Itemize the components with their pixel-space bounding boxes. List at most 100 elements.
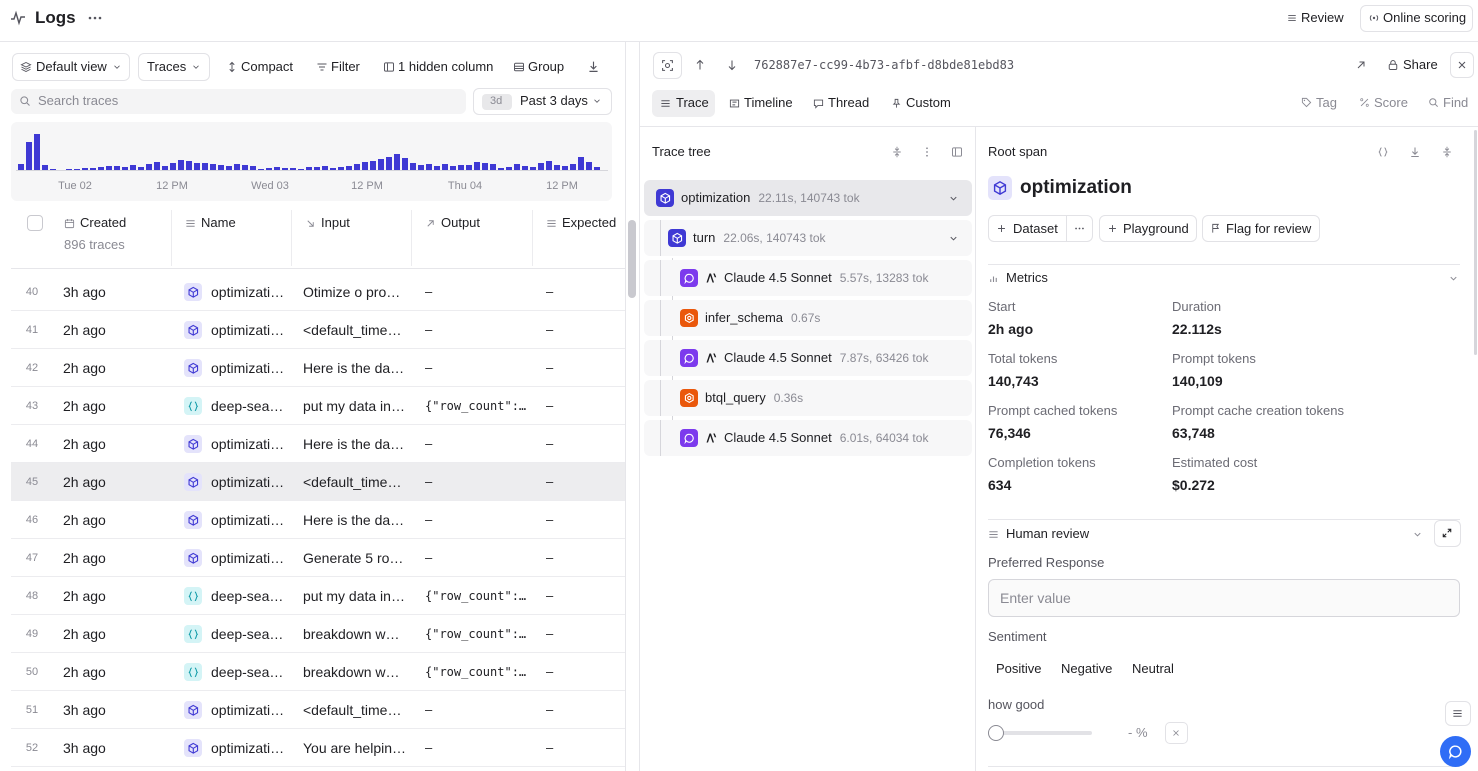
trace-border [640, 126, 1478, 127]
share-icon [1387, 59, 1399, 71]
review-chev[interactable] [1412, 529, 1423, 540]
tree-guide-tick [660, 260, 661, 296]
next-icon[interactable] [726, 59, 738, 71]
histogram-bar [194, 163, 200, 170]
prev-icon[interactable] [694, 59, 706, 71]
review-expand-icon [1441, 527, 1453, 539]
column-icon [305, 218, 316, 229]
row-expected: – [546, 435, 553, 453]
column-header[interactable]: Name [201, 214, 236, 232]
tree-collapse[interactable] [891, 146, 903, 158]
view-select[interactable]: Default view [36, 58, 107, 76]
tree-node-icon [683, 392, 696, 405]
tree-node-icon [683, 432, 696, 445]
trace-tab[interactable]: Timeline [744, 94, 793, 112]
search-input[interactable]: Search traces [38, 92, 118, 110]
download-icon[interactable] [587, 60, 600, 73]
row-name: optimizati… [211, 739, 284, 757]
scroll-thumb[interactable] [628, 220, 636, 298]
row-output: – [425, 701, 432, 719]
tree-node-meta: 0.67s [791, 309, 820, 327]
bottom-border [988, 766, 1460, 767]
tree-panel[interactable] [951, 146, 963, 158]
tree-more[interactable] [921, 146, 933, 158]
row-name: deep-sea… [211, 625, 283, 643]
histogram-bar [26, 142, 32, 170]
trace-tool[interactable]: Find [1443, 94, 1468, 112]
sentiment-option[interactable]: Positive [996, 660, 1042, 678]
more-icon[interactable] [87, 10, 103, 26]
tree-node-meta: 0.36s [774, 389, 803, 407]
histogram-label: 12 PM [337, 177, 397, 195]
select-all[interactable] [27, 215, 43, 231]
table-header-border [11, 268, 625, 269]
playground-button[interactable]: Playground [1123, 220, 1189, 238]
row-expected: – [546, 359, 553, 377]
open-icon[interactable] [1355, 59, 1367, 71]
metric-label: Total tokens [988, 350, 1057, 368]
review-title[interactable]: Human review [1006, 525, 1089, 543]
sentiment-option[interactable]: Negative [1061, 660, 1112, 678]
histogram-bar [378, 159, 384, 170]
trace-count: 896 traces [64, 236, 125, 254]
row-index: 46 [20, 511, 44, 529]
trace-tab[interactable]: Thread [828, 94, 869, 112]
histogram-bar [474, 162, 480, 170]
row-created: 2h ago [63, 473, 106, 491]
trace-tab[interactable]: Trace [676, 94, 709, 112]
toolbar-button[interactable]: 1 hidden column [398, 58, 493, 76]
toolbar-button[interactable]: Filter [331, 58, 360, 76]
dataset-button[interactable]: Dataset [1013, 220, 1058, 238]
column-header[interactable]: Input [321, 214, 350, 232]
dataset-more[interactable] [1074, 223, 1085, 234]
row-expected: – [546, 701, 553, 719]
row-type-icon [187, 666, 200, 679]
flag-icon [1210, 223, 1221, 234]
slider-track[interactable] [992, 731, 1092, 735]
mode-select[interactable]: Traces [147, 58, 186, 76]
metrics-chev[interactable] [1448, 273, 1459, 284]
metrics-border [988, 264, 1460, 265]
row-name: optimizati… [211, 701, 284, 719]
score-value: - % [1128, 724, 1148, 742]
range-select[interactable]: Past 3 days [520, 92, 588, 110]
span-download[interactable] [1409, 146, 1421, 158]
column-icon [185, 218, 196, 229]
column-header[interactable]: Expected [562, 214, 616, 232]
share-button[interactable]: Share [1403, 56, 1438, 74]
review-icon [988, 529, 999, 540]
row-created: 2h ago [63, 663, 106, 681]
metrics-title[interactable]: Metrics [1006, 269, 1048, 287]
span-collapse[interactable] [1441, 146, 1453, 158]
toolbar-icon [383, 61, 395, 73]
column-header[interactable]: Created [80, 214, 126, 232]
panel-divider [625, 42, 626, 771]
toolbar-button[interactable]: Group [528, 58, 564, 76]
row-created: 2h ago [63, 397, 106, 415]
trace-id: 762887e7-cc99-4b73-afbf-d8bde81ebd83 [754, 56, 1014, 74]
sentiment-option[interactable]: Neutral [1132, 660, 1174, 678]
range-chev [592, 96, 602, 106]
trace-tool[interactable]: Tag [1316, 94, 1337, 112]
review-button[interactable]: Review [1301, 9, 1344, 27]
column-header[interactable]: Output [441, 214, 480, 232]
tree-node-meta: 6.01s, 64034 tok [840, 429, 929, 447]
toolbar-button[interactable]: Compact [241, 58, 293, 76]
flag-button[interactable]: Flag for review [1226, 220, 1311, 238]
row-created: 3h ago [63, 283, 106, 301]
tree-node-icon [671, 232, 684, 245]
column-divider [291, 210, 292, 266]
histogram-label: 12 PM [532, 177, 592, 195]
online-scoring-button[interactable]: Online scoring [1383, 9, 1466, 27]
row-type-icon [187, 514, 200, 527]
span-json[interactable] [1377, 146, 1389, 158]
tree-node-icon [659, 192, 672, 205]
row-index: 49 [20, 625, 44, 643]
histogram-label: 12 PM [142, 177, 202, 195]
row-output: – [425, 359, 432, 377]
slider-knob[interactable] [988, 725, 1004, 741]
trace-tool[interactable]: Score [1374, 94, 1408, 112]
toolbar-icon [226, 61, 238, 73]
trace-tab[interactable]: Custom [906, 94, 951, 112]
